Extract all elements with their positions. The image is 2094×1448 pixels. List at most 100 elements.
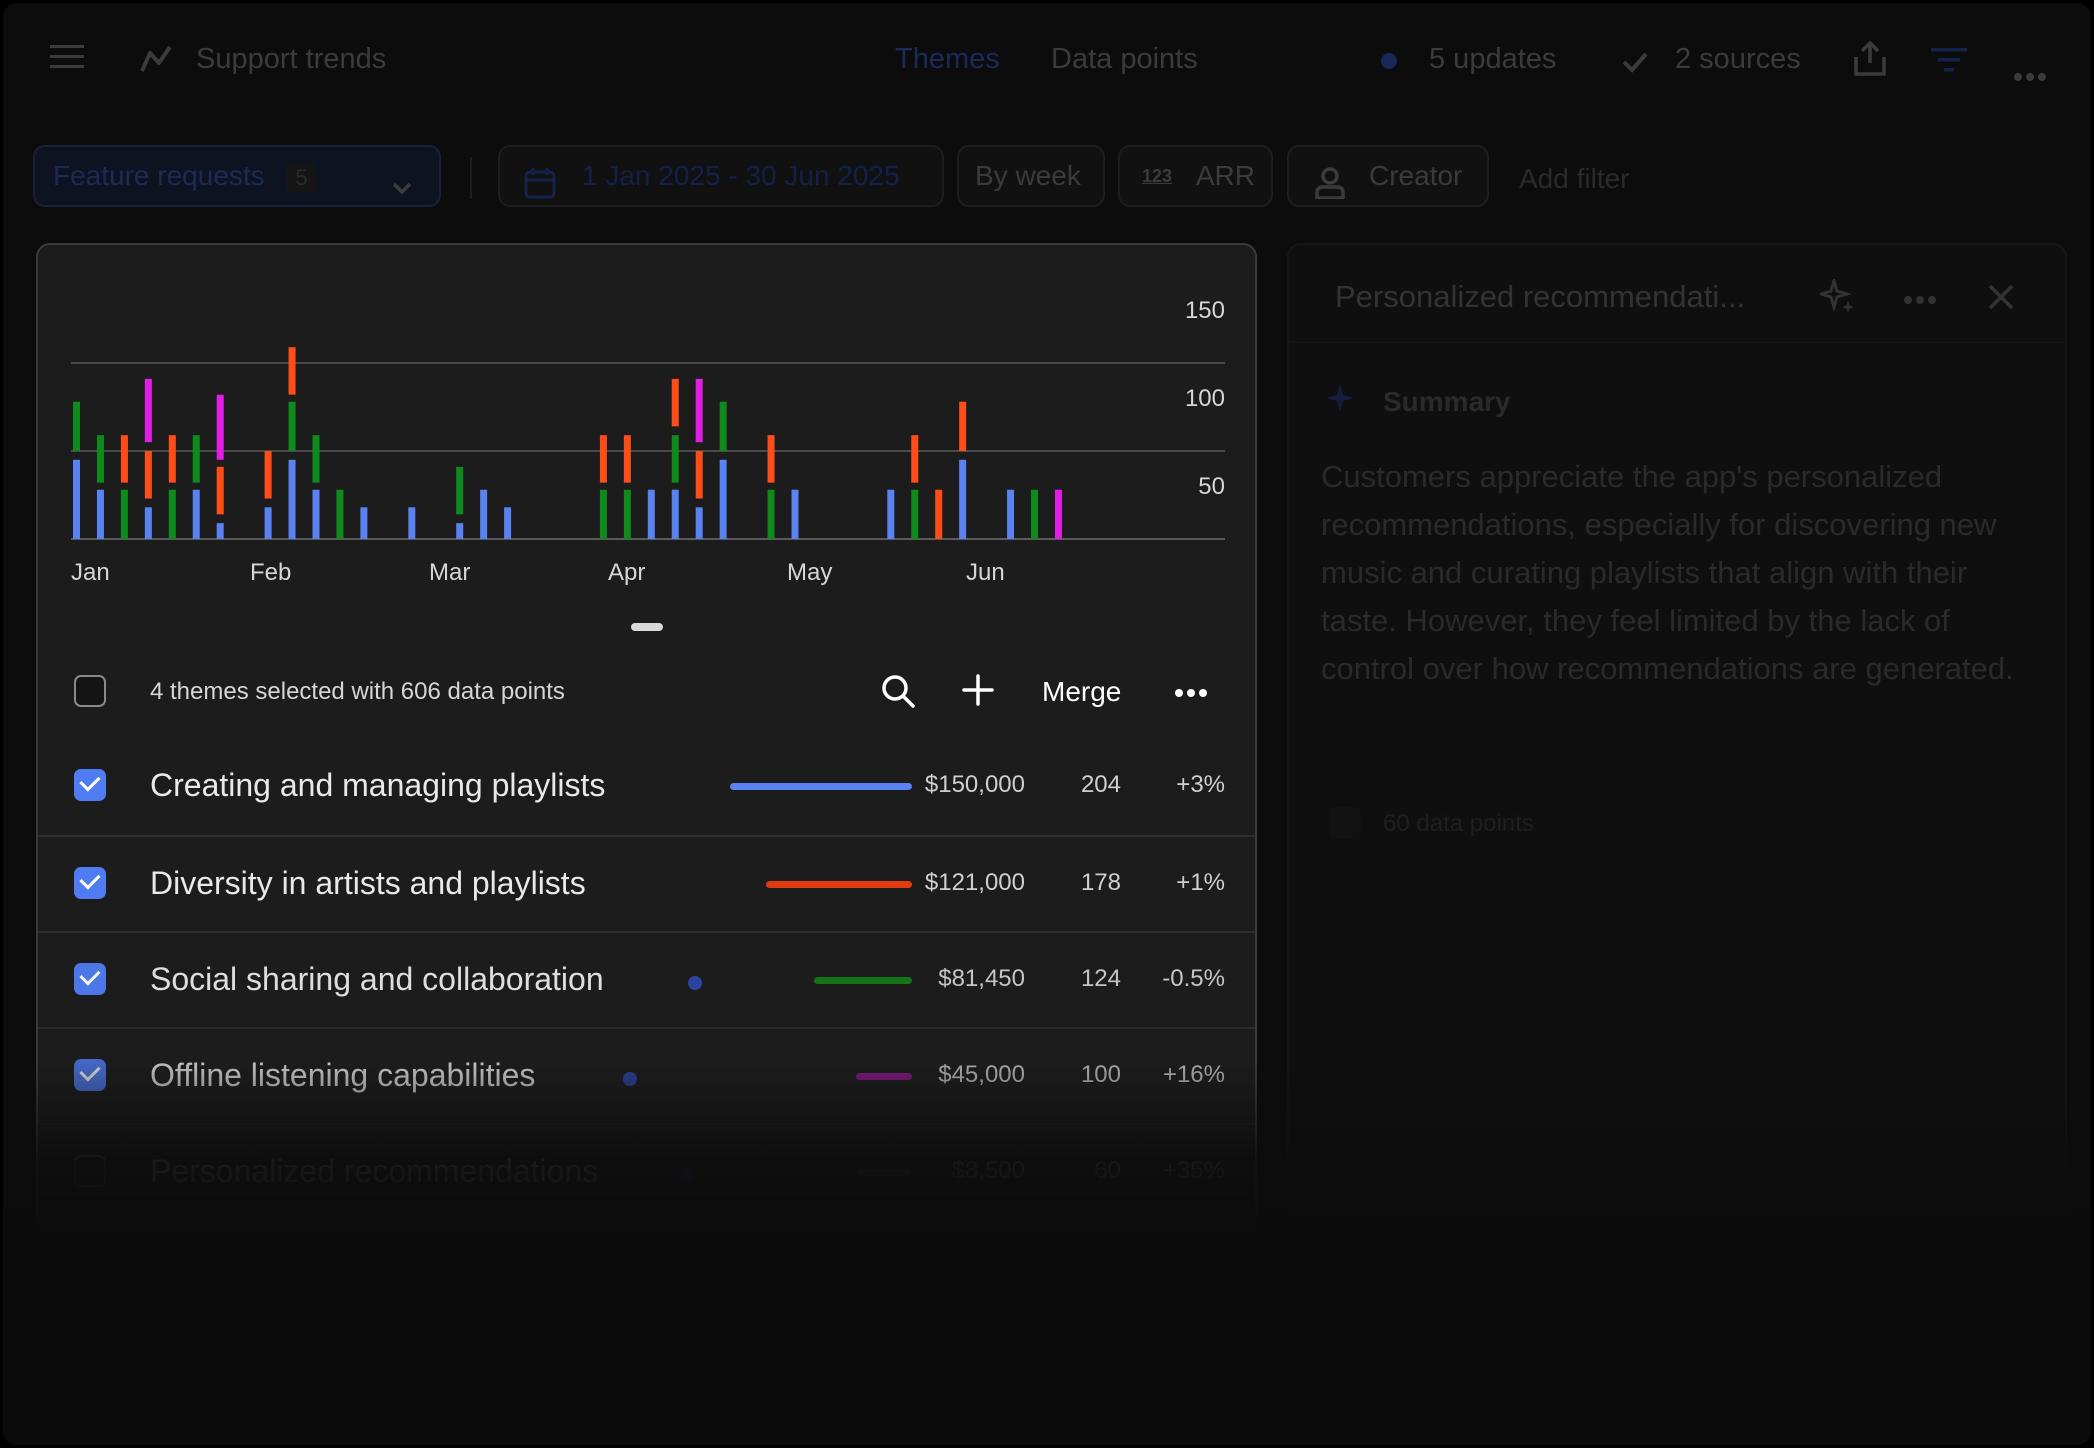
merge-button[interactable]: Merge (1042, 676, 1122, 707)
bar-segment[interactable] (456, 466, 464, 515)
bar-segment[interactable] (911, 489, 919, 539)
bar-segment[interactable] (456, 523, 464, 539)
sparkle-icon[interactable] (1815, 275, 1856, 320)
bar-segment[interactable] (599, 489, 607, 539)
close-icon[interactable] (1987, 283, 2015, 316)
bar-segment[interactable] (504, 507, 512, 539)
bar-segment[interactable] (216, 394, 224, 460)
search-icon[interactable] (880, 673, 916, 714)
bar-segment[interactable] (192, 435, 200, 483)
bar-segment[interactable] (791, 489, 799, 539)
x-tick-label: Mar (429, 559, 471, 586)
bar-segment[interactable] (1054, 489, 1062, 539)
x-tick-label: Apr (608, 559, 646, 586)
bar-segment[interactable] (671, 378, 679, 427)
bar-segment[interactable] (623, 489, 631, 539)
date-range-filter[interactable]: 1 Jan 2025 - 30 Jun 2025 (498, 145, 944, 207)
bar-segment[interactable] (671, 489, 679, 539)
add-filter-button[interactable]: Add filter (1519, 163, 1630, 194)
bar-segment[interactable] (120, 435, 128, 483)
bar-segment[interactable] (264, 451, 272, 499)
menu-icon[interactable] (50, 43, 84, 71)
selection-summary: 4 themes selected with 606 data points (150, 678, 565, 705)
theme-row[interactable]: Social sharing and collaboration $81,450 1… (38, 931, 1255, 1027)
bar-segment[interactable] (73, 459, 80, 539)
bar-segment[interactable] (911, 435, 919, 483)
theme-checkbox[interactable] (74, 1059, 106, 1091)
bar-segment[interactable] (647, 489, 655, 539)
bar-segment[interactable] (144, 507, 152, 539)
bar-segment[interactable] (144, 378, 152, 443)
theme-checkbox[interactable] (74, 1155, 106, 1187)
bar-segment[interactable] (719, 459, 727, 539)
add-icon[interactable] (962, 674, 994, 711)
share-icon[interactable] (1853, 40, 1887, 86)
bar-segment[interactable] (1007, 489, 1015, 539)
bar-segment[interactable] (168, 489, 176, 539)
more-icon[interactable] (2013, 55, 2047, 91)
bar-segment[interactable] (695, 378, 703, 443)
bar-segment[interactable] (599, 435, 607, 483)
bar-segment[interactable] (96, 489, 104, 539)
bar-segment[interactable] (1031, 489, 1038, 539)
bar-segment[interactable] (959, 459, 967, 539)
theme-row[interactable]: Personalized recommendations $8,500 60 +35% (38, 1123, 1255, 1219)
granularity-filter[interactable]: By week (957, 145, 1105, 207)
theme-row[interactable]: Diversity in artists and playlists $121,0… (38, 835, 1255, 931)
sources-label[interactable]: 2 sources (1675, 43, 1801, 75)
bar-segment[interactable] (216, 466, 224, 515)
theme-row[interactable]: Offline listening capabilities $45,000 100… (38, 1027, 1255, 1123)
bar-segment[interactable] (767, 435, 775, 483)
bar-segment[interactable] (959, 401, 967, 451)
unread-dot-icon (680, 1168, 694, 1182)
bar-segment[interactable] (336, 489, 344, 539)
theme-count: 178 (1080, 869, 1121, 896)
bar-segment[interactable] (288, 347, 296, 395)
bar-segment[interactable] (216, 523, 224, 539)
theme-row[interactable]: Creating and managing playlists $150,000 2… (38, 739, 1255, 833)
bar-segment[interactable] (408, 507, 416, 539)
bar-segment[interactable] (192, 489, 200, 539)
bar-segment[interactable] (288, 459, 296, 539)
metric-filter[interactable]: 123 ARR (1118, 145, 1273, 207)
theme-value: $8,500 (951, 1157, 1025, 1184)
bar-segment[interactable] (96, 435, 104, 483)
bar-segment[interactable] (312, 489, 320, 539)
more-options-icon[interactable] (1174, 685, 1208, 703)
themes-list: Creating and managing playlists $150,000 2… (38, 245, 1255, 1261)
theme-checkbox[interactable] (74, 769, 106, 801)
bar-segment[interactable] (288, 401, 296, 451)
bar-segment[interactable] (887, 489, 895, 539)
person-icon (1315, 161, 1345, 219)
bar-segment[interactable] (671, 435, 679, 483)
theme-name: Offline listening capabilities (150, 1057, 536, 1093)
bar-segment[interactable] (719, 401, 727, 451)
theme-checkbox[interactable] (74, 867, 106, 899)
bar-segment[interactable] (73, 401, 80, 451)
filter-icon[interactable] (1931, 47, 1967, 83)
bar-segment[interactable] (767, 489, 775, 539)
panel-more-icon[interactable] (1903, 292, 1937, 310)
bar-segment[interactable] (144, 451, 152, 499)
bar-segment[interactable] (695, 451, 703, 499)
theme-checkbox[interactable] (74, 963, 106, 995)
bar-segment[interactable] (935, 489, 943, 539)
chevron-down-icon (391, 161, 413, 219)
x-tick-label: Jan (71, 559, 110, 586)
creator-filter[interactable]: Creator (1287, 145, 1489, 207)
theme-group-select[interactable]: Feature requests 5 (33, 145, 441, 207)
select-all-checkbox[interactable] (74, 675, 106, 707)
bar-segment[interactable] (695, 507, 703, 539)
bar-segment[interactable] (264, 507, 272, 539)
bar-segment[interactable] (623, 435, 631, 483)
updates-label[interactable]: 5 updates (1429, 43, 1557, 75)
bar-segment[interactable] (360, 507, 368, 539)
bar-segment[interactable] (120, 489, 128, 539)
bar-segment[interactable] (480, 489, 488, 539)
tab-themes[interactable]: Themes (895, 43, 1000, 75)
data-points-label[interactable]: 60 data points (1383, 810, 1534, 837)
bar-segment[interactable] (168, 435, 176, 483)
tab-data-points[interactable]: Data points (1051, 43, 1198, 75)
bar-segment[interactable] (312, 435, 320, 483)
resize-handle[interactable] (631, 623, 663, 631)
